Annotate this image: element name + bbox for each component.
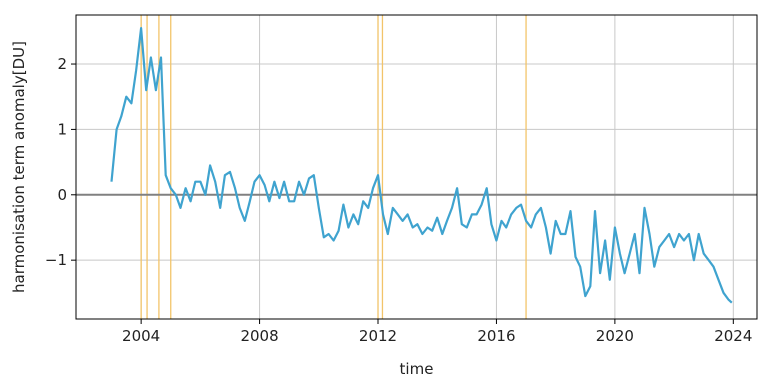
y-axis-label: harmonisation term anomaly[DU] <box>10 41 28 293</box>
y-tick-label: −1 <box>45 251 67 269</box>
x-tick-label: 2024 <box>714 327 752 345</box>
x-axis-ticks: 2004 2008 2012 2016 2020 2024 <box>122 319 752 345</box>
x-axis-label: time <box>400 360 434 378</box>
x-tick-label: 2004 <box>122 327 160 345</box>
plot-frame <box>75 14 758 320</box>
x-tick-label: 2008 <box>240 327 278 345</box>
series-line <box>110 27 733 304</box>
grid <box>76 15 757 319</box>
y-tick-label: 0 <box>57 186 67 204</box>
y-tick-label: 1 <box>57 120 67 138</box>
x-tick-label: 2020 <box>596 327 634 345</box>
series-layer <box>110 27 733 304</box>
y-tick-label: 2 <box>57 55 67 73</box>
y-axis-ticks: −1 0 1 2 <box>45 55 76 269</box>
vertical-markers <box>140 15 527 319</box>
x-tick-label: 2016 <box>477 327 515 345</box>
x-tick-label: 2012 <box>359 327 397 345</box>
